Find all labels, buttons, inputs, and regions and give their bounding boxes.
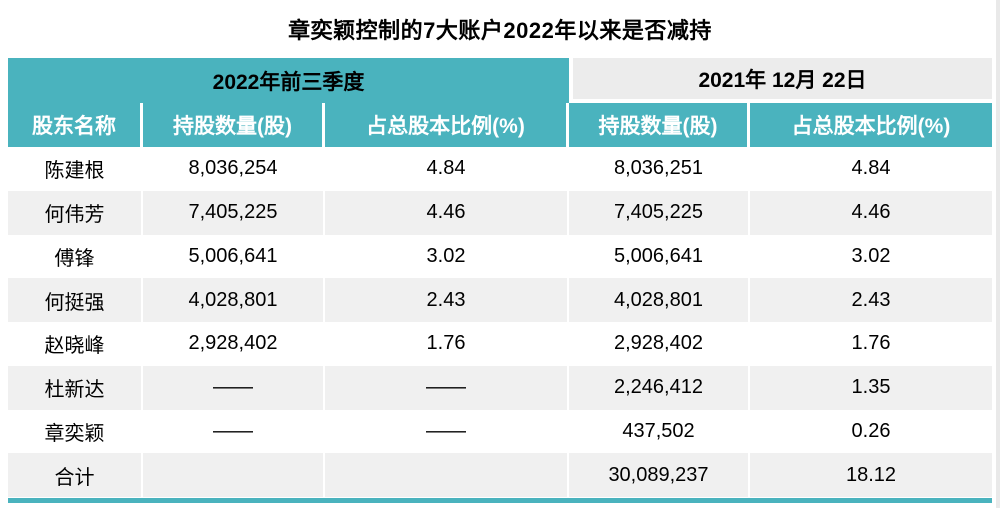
table-row: 赵晓峰 2,928,402 1.76 2,928,402 1.76	[8, 322, 992, 366]
table-cell: 2.43	[851, 288, 891, 311]
table-cell: 傅锋	[8, 234, 143, 279]
table-cell: 437,502	[569, 409, 750, 454]
table-cell: 8,036,254	[143, 147, 325, 191]
table-cell: 3.02	[851, 244, 891, 267]
table-cell	[143, 453, 325, 497]
table-cell: 1.35	[851, 376, 891, 399]
table-row: 陈建根 8,036,254 4.84 8,036,251 4.84	[8, 147, 992, 191]
table-cell	[325, 453, 569, 497]
table-cell: 何伟芳	[8, 190, 143, 235]
table-cell: 赵晓峰	[8, 322, 143, 366]
holdings-table: 2022年前三季度 2021年 12月 22日 股东名称 持股数量(股) 占总股…	[8, 58, 992, 503]
table-row-total: 合计 30,089,237 18.12	[8, 453, 992, 497]
table-cell: ——	[143, 365, 325, 410]
table-row: 杜新达 —— —— 2,246,412 1.35	[8, 365, 992, 410]
table-header: 2022年前三季度 2021年 12月 22日 股东名称 持股数量(股) 占总股…	[8, 58, 992, 147]
table-cell: 7,405,225	[569, 190, 750, 235]
table-cell: 7,405,225	[143, 190, 325, 235]
table-row: 章奕颖 —— —— 437,502 0.26	[8, 409, 992, 454]
table-cell: 8,036,251	[569, 147, 750, 191]
table-cell: 4.46	[851, 201, 891, 224]
table-cell: 1.76	[851, 332, 891, 355]
page-edge-strip	[996, 0, 1000, 508]
group-header-2022: 2022年前三季度	[8, 58, 569, 103]
table-row: 何伟芳 7,405,225 4.46 7,405,225 4.46	[8, 190, 992, 235]
table-cell: 18.12	[845, 463, 897, 486]
table-cell: 1.76	[325, 322, 569, 366]
table-cell: 4.84	[851, 157, 891, 180]
table-cell: 5,006,641	[569, 234, 750, 279]
table-cell: ——	[325, 409, 569, 454]
table-row: 何挺强 4,028,801 2.43 4,028,801 2.43	[8, 278, 992, 322]
table-cell: 4.46	[325, 190, 569, 235]
table-cell: 30,089,237	[569, 453, 750, 497]
table-cell: 4.84	[325, 147, 569, 191]
table-cell: ——	[325, 365, 569, 410]
column-header-pct-2022: 占总股本比例(%)	[325, 103, 569, 147]
table-cell: 2.43	[325, 278, 569, 322]
table-bottom-border	[8, 498, 992, 503]
table-cell: 2,246,412	[569, 365, 750, 410]
table-row: 傅锋 5,006,641 3.02 5,006,641 3.02	[8, 234, 992, 279]
table-cell: 3.02	[325, 234, 569, 279]
table-cell: 杜新达	[8, 365, 143, 410]
table-cell: 陈建根	[8, 147, 143, 191]
column-header-shareholder: 股东名称	[8, 103, 143, 147]
table-cell: 4,028,801	[143, 278, 325, 322]
column-header-shares-2022: 持股数量(股)	[143, 103, 325, 147]
table-cell: 合计	[8, 453, 143, 497]
table-cell: 4,028,801	[569, 278, 750, 322]
table-cell: 2,928,402	[569, 322, 750, 366]
table-cell: ——	[143, 409, 325, 454]
page-title: 章奕颖控制的7大账户2022年以来是否减持	[288, 18, 712, 43]
table-cell: 2,928,402	[143, 322, 325, 366]
table-cell: 章奕颖	[8, 409, 143, 454]
column-header-shares-2021: 持股数量(股)	[569, 103, 750, 147]
table-cell: 5,006,641	[143, 234, 325, 279]
table-cell: 0.26	[851, 419, 891, 442]
table-cell: 何挺强	[8, 278, 143, 322]
column-header-pct-2021: 占总股本比例(%)	[750, 103, 992, 147]
group-header-2021: 2021年 12月 22日	[569, 58, 992, 103]
